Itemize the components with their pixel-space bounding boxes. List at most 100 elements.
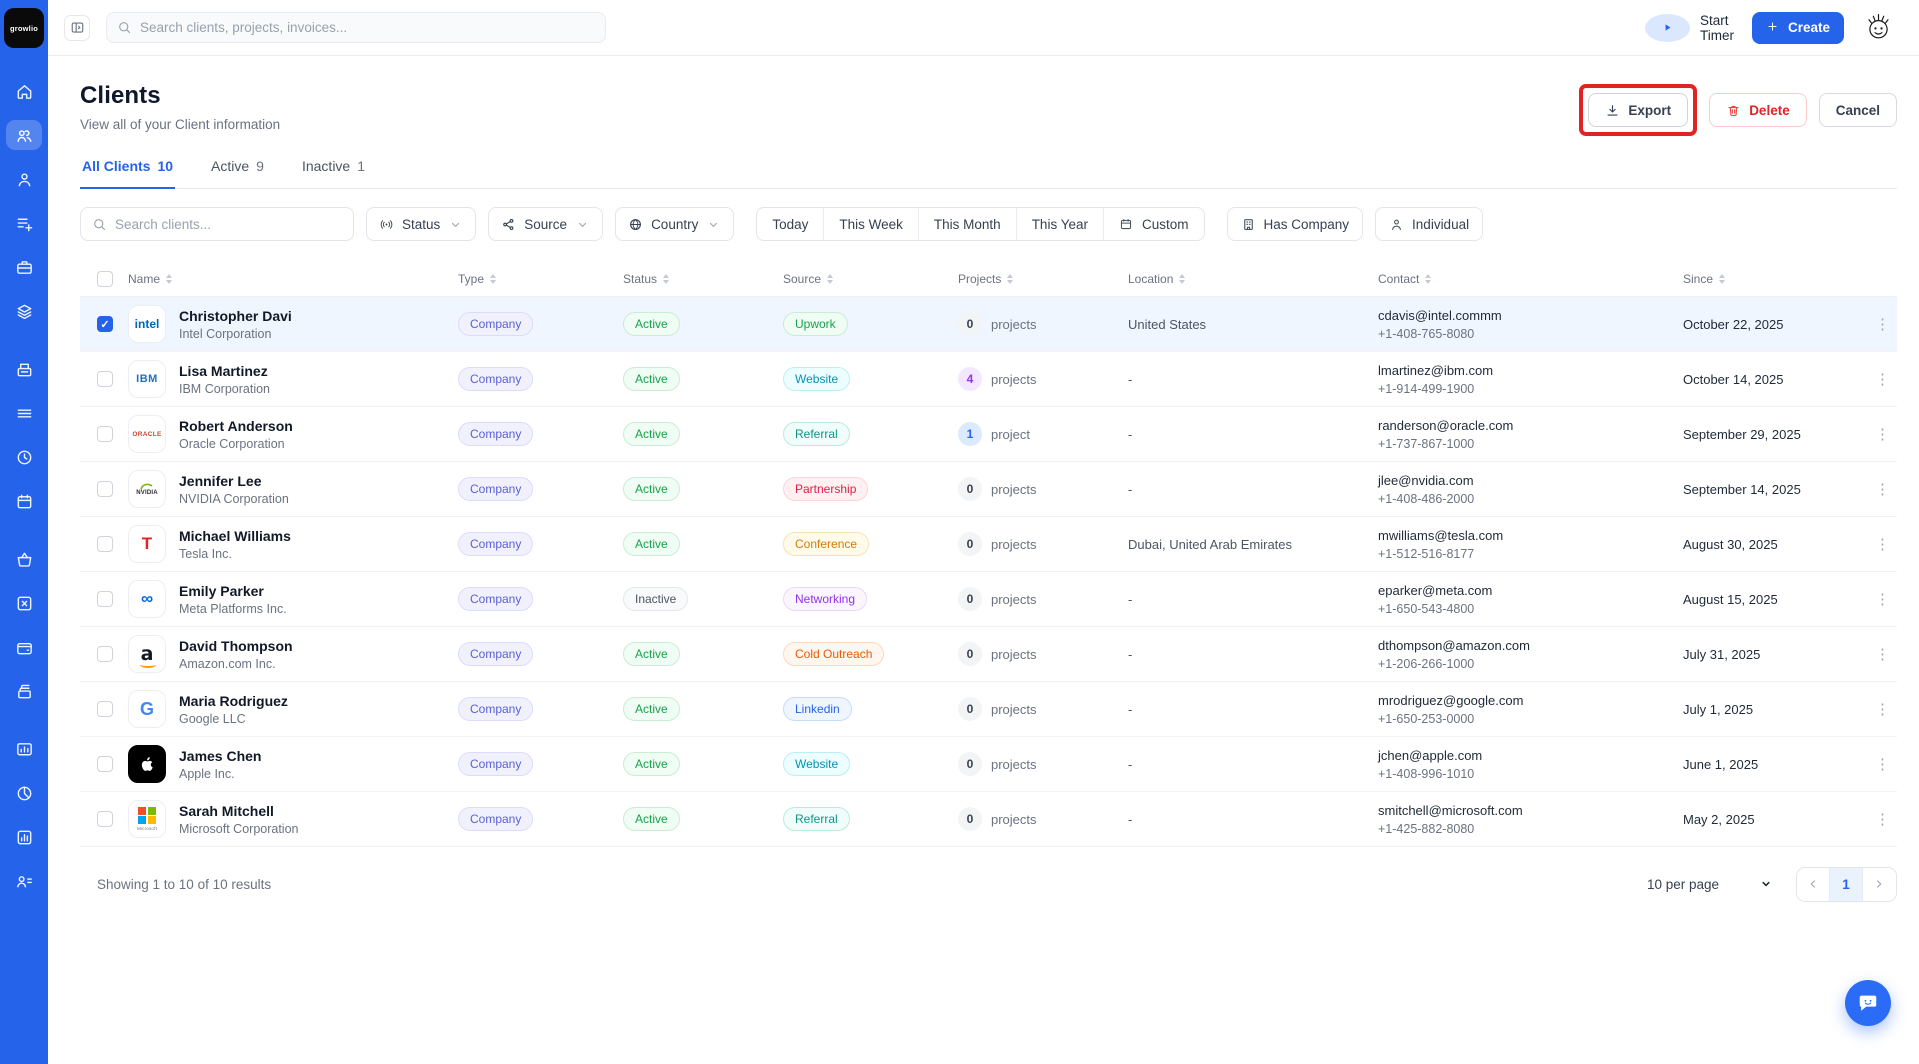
- row-checkbox[interactable]: [97, 756, 113, 772]
- status-filter-dropdown[interactable]: Status: [366, 207, 476, 241]
- row-checkbox[interactable]: [97, 811, 113, 827]
- table-row[interactable]: a David Thompson Amazon.com Inc. Company…: [80, 627, 1897, 682]
- sidebar-item-cancellations[interactable]: [6, 588, 42, 618]
- sidebar-item-lists[interactable]: [6, 398, 42, 428]
- sidebar-item-time-tracking[interactable]: [6, 442, 42, 472]
- table-row[interactable]: ✓ intel Christopher Davi Intel Corporati…: [80, 297, 1897, 352]
- projects-count: 0: [958, 642, 982, 666]
- client-company: NVIDIA Corporation: [179, 492, 289, 506]
- country-filter-dropdown[interactable]: Country: [615, 207, 734, 241]
- column-header-projects[interactable]: Projects: [958, 272, 1128, 286]
- date-option-custom[interactable]: Custom: [1104, 208, 1204, 240]
- sidebar-item-analytics[interactable]: [6, 734, 42, 764]
- table-row[interactable]: NVIDIA Jennifer Lee NVIDIA Corporation C…: [80, 462, 1897, 517]
- tab-inactive[interactable]: Inactive1: [300, 158, 367, 189]
- start-timer-button[interactable]: Start Timer: [1645, 13, 1734, 43]
- row-actions-menu-button[interactable]: ⋮: [1875, 315, 1897, 333]
- row-actions-menu-button[interactable]: ⋮: [1875, 535, 1897, 553]
- chat-widget-button[interactable]: [1845, 980, 1891, 1026]
- row-actions-menu-button[interactable]: ⋮: [1875, 480, 1897, 498]
- client-since: August 15, 2025: [1683, 592, 1853, 607]
- client-company: Intel Corporation: [179, 327, 292, 341]
- client-name: Lisa Martinez: [179, 363, 270, 379]
- has-company-filter-button[interactable]: Has Company: [1227, 207, 1364, 241]
- user-avatar[interactable]: [1862, 11, 1895, 44]
- table-row[interactable]: T Michael Williams Tesla Inc. Company Ac…: [80, 517, 1897, 572]
- sidebar-item-projects[interactable]: [6, 252, 42, 282]
- clients-search-input[interactable]: [115, 217, 342, 232]
- cancel-button[interactable]: Cancel: [1819, 93, 1897, 127]
- column-header-type[interactable]: Type: [458, 272, 623, 286]
- next-page-button[interactable]: [1863, 868, 1896, 901]
- export-button[interactable]: Export: [1588, 93, 1688, 127]
- column-header-status[interactable]: Status: [623, 272, 783, 286]
- table-row[interactable]: IBM Lisa Martinez IBM Corporation Compan…: [80, 352, 1897, 407]
- client-email: mrodriguez@google.com: [1378, 693, 1683, 708]
- search-icon: [92, 217, 107, 232]
- row-checkbox[interactable]: [97, 481, 113, 497]
- table-row[interactable]: Microsoft Sarah Mitchell Microsoft Corpo…: [80, 792, 1897, 847]
- row-checkbox[interactable]: [97, 371, 113, 387]
- projects-count: 0: [958, 587, 982, 611]
- row-checkbox[interactable]: [97, 701, 113, 717]
- column-header-source[interactable]: Source: [783, 272, 958, 286]
- column-header-since[interactable]: Since: [1683, 272, 1853, 286]
- clients-search[interactable]: [80, 207, 354, 241]
- apple-logo: [128, 745, 166, 783]
- row-actions-menu-button[interactable]: ⋮: [1875, 425, 1897, 443]
- source-badge: Partnership: [783, 477, 868, 501]
- sidebar-item-reports[interactable]: [6, 778, 42, 808]
- table-row[interactable]: ∞ Emily Parker Meta Platforms Inc. Compa…: [80, 572, 1897, 627]
- table-row[interactable]: ORACLE Robert Anderson Oracle Corporatio…: [80, 407, 1897, 462]
- row-actions-menu-button[interactable]: ⋮: [1875, 645, 1897, 663]
- row-actions-menu-button[interactable]: ⋮: [1875, 700, 1897, 718]
- app-logo[interactable]: growlio: [4, 8, 44, 48]
- column-header-contact[interactable]: Contact: [1378, 272, 1683, 286]
- table-header-row: Name Type Status Source Projects Locatio…: [80, 261, 1897, 297]
- individual-filter-button[interactable]: Individual: [1375, 207, 1483, 241]
- date-option-this-month[interactable]: This Month: [919, 208, 1017, 240]
- column-header-name[interactable]: Name: [128, 272, 458, 286]
- sidebar-item-inbox[interactable]: [6, 354, 42, 384]
- sidebar-item-calendar[interactable]: [6, 486, 42, 516]
- tab-active[interactable]: Active9: [209, 158, 266, 189]
- row-actions-menu-button[interactable]: ⋮: [1875, 755, 1897, 773]
- date-option-this-week[interactable]: This Week: [824, 208, 919, 240]
- sidebar-item-team[interactable]: [6, 866, 42, 896]
- row-actions-menu-button[interactable]: ⋮: [1875, 590, 1897, 608]
- row-checkbox[interactable]: [97, 646, 113, 662]
- sidebar-item-services[interactable]: [6, 296, 42, 326]
- delete-button[interactable]: Delete: [1709, 93, 1807, 127]
- row-checkbox[interactable]: [97, 536, 113, 552]
- row-checkbox[interactable]: ✓: [97, 316, 113, 332]
- global-search[interactable]: [106, 12, 606, 43]
- sidebar-item-statements[interactable]: [6, 822, 42, 852]
- sidebar-item-orders[interactable]: [6, 544, 42, 574]
- previous-page-button[interactable]: [1797, 868, 1830, 901]
- create-button[interactable]: Create: [1752, 12, 1844, 44]
- sidebar-item-clients[interactable]: [6, 120, 42, 150]
- sidebar-item-invoices[interactable]: [6, 676, 42, 706]
- sidebar-item-contacts[interactable]: [6, 164, 42, 194]
- column-header-location[interactable]: Location: [1128, 272, 1378, 286]
- row-checkbox[interactable]: [97, 591, 113, 607]
- sidebar-item-leads[interactable]: [6, 208, 42, 238]
- tab-all-clients[interactable]: All Clients10: [80, 158, 175, 189]
- source-filter-dropdown[interactable]: Source: [488, 207, 603, 241]
- sort-icon: [663, 274, 669, 284]
- table-row[interactable]: James Chen Apple Inc. Company Active Web…: [80, 737, 1897, 792]
- global-search-input[interactable]: [140, 20, 595, 35]
- date-option-today[interactable]: Today: [757, 208, 824, 240]
- sidebar-item-payments[interactable]: [6, 632, 42, 662]
- table-row[interactable]: G Maria Rodriguez Google LLC Company Act…: [80, 682, 1897, 737]
- sidebar-collapse-button[interactable]: [64, 15, 90, 41]
- row-checkbox[interactable]: [97, 426, 113, 442]
- sidebar-item-home[interactable]: [6, 76, 42, 106]
- row-actions-menu-button[interactable]: ⋮: [1875, 810, 1897, 828]
- date-option-this-year[interactable]: This Year: [1017, 208, 1104, 240]
- page-1-button[interactable]: 1: [1830, 868, 1863, 901]
- per-page-select[interactable]: 10 per page: [1647, 877, 1774, 892]
- select-all-checkbox[interactable]: [97, 271, 113, 287]
- row-actions-menu-button[interactable]: ⋮: [1875, 370, 1897, 388]
- plus-icon: [1766, 20, 1781, 35]
